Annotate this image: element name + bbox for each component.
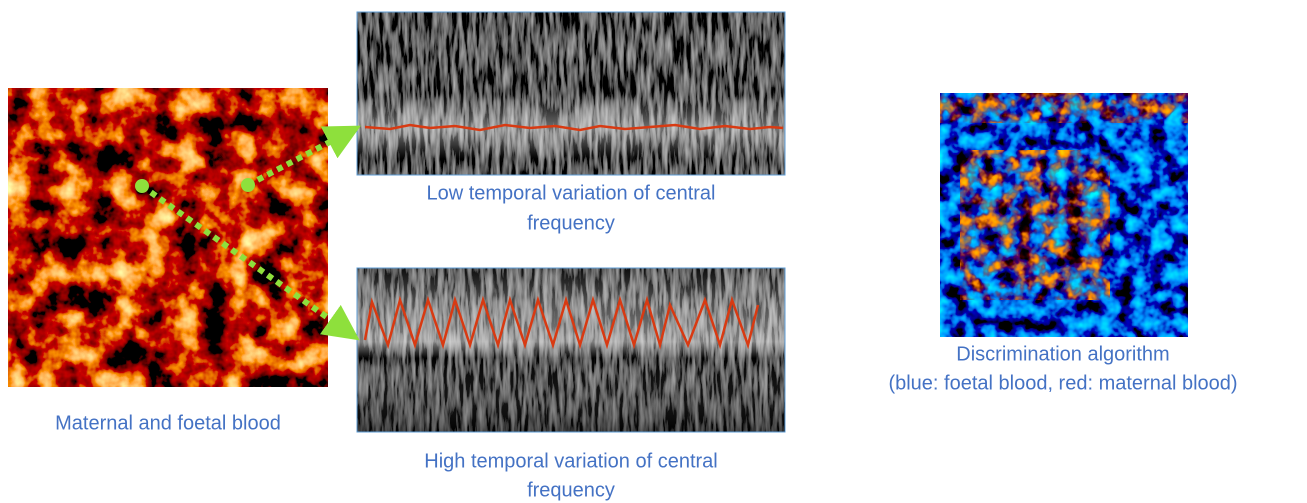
high-variation-spectrogram — [356, 267, 786, 433]
blood-image — [8, 88, 328, 387]
caption: Maternal and foetal blood — [55, 412, 281, 434]
caption: High temporal variation of central — [424, 450, 717, 472]
caption: frequency — [527, 212, 615, 234]
caption: Low temporal variation of central — [426, 182, 715, 204]
caption: Discrimination algorithm — [956, 343, 1169, 365]
discrimination-image — [940, 93, 1188, 337]
caption: frequency — [527, 479, 615, 501]
caption: (blue: foetal blood, red: maternal blood… — [888, 372, 1237, 394]
pointer-arrows — [135, 125, 361, 341]
low-variation-spectrogram — [356, 11, 786, 176]
